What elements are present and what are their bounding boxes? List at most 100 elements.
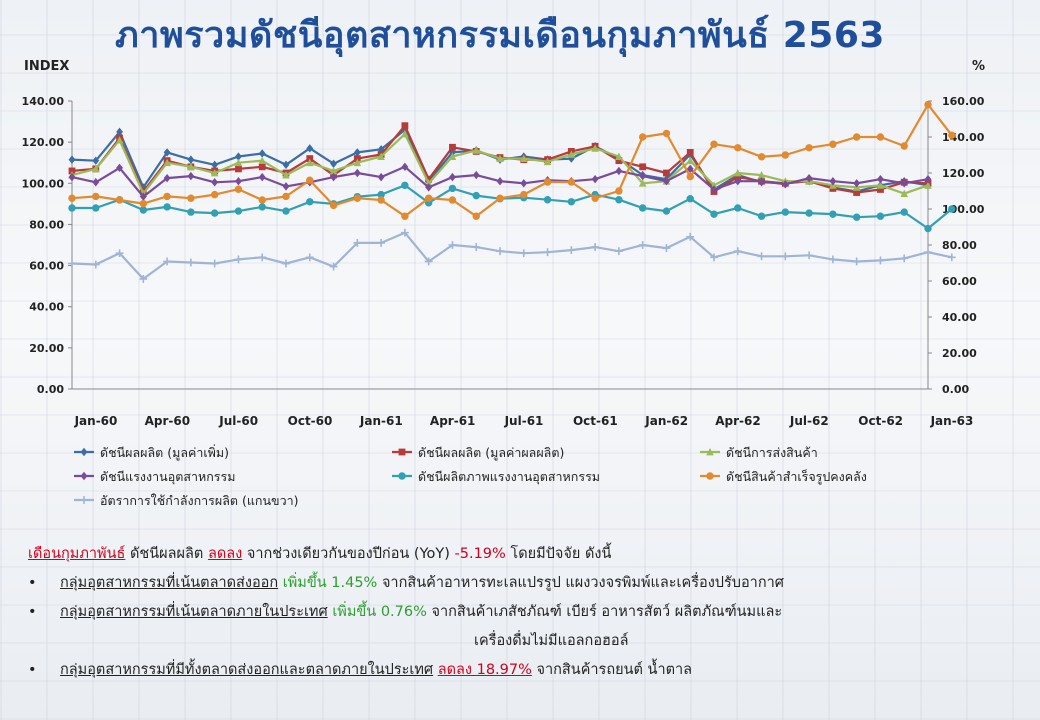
direction-label: ลดลง (207, 546, 243, 562)
data-point-s6 (948, 131, 956, 139)
data-point-s6 (377, 196, 385, 204)
data-point-s4 (235, 177, 242, 186)
data-point-s5 (924, 224, 932, 233)
legend-swatch-marker (80, 496, 88, 504)
data-point-s5 (472, 191, 480, 200)
data-point-s2 (663, 169, 670, 177)
data-point-s6 (496, 194, 504, 202)
legend-label: ดัชนีการส่งสินค้า (726, 445, 818, 460)
data-point-s2 (425, 175, 433, 183)
data-point-s7 (638, 241, 647, 249)
data-point-s6 (734, 144, 742, 152)
data-point-s5 (662, 207, 671, 215)
legend-swatch-marker (80, 447, 88, 457)
data-point-s7 (710, 253, 718, 262)
data-point-s5 (757, 212, 766, 220)
data-point-s6 (329, 201, 338, 210)
line-chart: INDEX % 0.00 20.00 40.00 60.00 80.00 100.00 120.… (22, 59, 985, 508)
data-point-s1 (187, 155, 195, 164)
data-point-s7 (424, 257, 433, 266)
data-point-s7 (591, 243, 600, 251)
data-point-s4 (116, 163, 123, 173)
data-point-s4 (472, 170, 480, 180)
data-point-s2 (401, 122, 409, 130)
data-point-s4 (92, 178, 100, 187)
data-point-s3 (686, 156, 695, 165)
left-tick-label: 120.00 (22, 136, 65, 149)
data-point-s3 (496, 154, 504, 162)
left-tick-label: 60.00 (29, 260, 64, 273)
data-point-s2 (235, 165, 242, 173)
data-point-s5 (615, 196, 623, 204)
data-point-s5 (567, 198, 576, 206)
data-point-s6 (900, 142, 908, 150)
data-point-s2 (639, 163, 647, 171)
data-point-s6 (115, 196, 124, 204)
data-point-s4 (686, 164, 694, 174)
data-point-s4 (449, 172, 456, 182)
legend-swatch-marker (398, 472, 406, 480)
left-axis-title: INDEX (24, 59, 69, 74)
data-point-s6 (92, 192, 100, 201)
data-point-s5 (448, 184, 457, 193)
bullet-export-group: กลุ่มอุตสาหกรรมที่เน้นตลาดส่งออก (60, 575, 279, 591)
data-point-s6 (306, 176, 314, 184)
data-point-s5 (401, 181, 409, 190)
data-point-s4 (496, 177, 504, 186)
data-point-s7 (329, 262, 338, 271)
x-tick-label: Apr-60 (145, 414, 190, 428)
bullet-mixed: • กลุ่มอุตสาหกรรมที่มีทั้งตลาดส่งออกและตล… (28, 656, 1018, 685)
data-point-s6 (686, 172, 694, 181)
left-tick-label: 40.00 (29, 301, 64, 314)
data-point-s6 (781, 151, 790, 159)
data-point-s5 (92, 204, 100, 212)
data-point-s4 (139, 192, 147, 201)
bullet-export-text: จากสินค้าอาหารทะเลแปรรูป แผงวงจรพิมพ์และ… (381, 575, 784, 591)
data-point-s4 (163, 173, 171, 183)
x-tick-label: Apr-62 (715, 414, 760, 428)
data-point-s7 (757, 252, 766, 261)
x-tick-label: Jul-60 (218, 414, 258, 428)
data-point-s4 (663, 177, 670, 186)
summary-line: เดือนกุมภาพันธ์ ดัชนีผลผลิต ลดลง จากช่วง… (28, 540, 1018, 569)
legend-label: ดัชนีสินค้าสำเร็จรูปคงคลัง (726, 469, 867, 485)
right-tick-label: 0.00 (942, 383, 969, 396)
data-point-s5 (781, 208, 790, 216)
legend-swatch-marker (706, 472, 714, 480)
data-point-s2 (877, 186, 884, 193)
data-point-s1 (68, 155, 76, 164)
right-tick-label: 140.00 (942, 131, 985, 144)
summary-text-1: ดัชนีผลผลิต (125, 546, 208, 562)
bullet-domestic-text-cont: เครื่องดื่มไม่มีแอลกอฮอล์ (474, 633, 629, 649)
bullet-domestic-continued: เครื่องดื่มไม่มีแอลกอฮอล์ (28, 627, 1018, 656)
data-point-s7 (68, 259, 76, 268)
data-point-s1 (163, 148, 171, 157)
data-point-s4 (710, 185, 718, 194)
legend-label: ดัชนีแรงงานอุตสาหกรรม (100, 469, 235, 485)
right-tick-label: 80.00 (942, 239, 977, 252)
data-point-s6 (829, 140, 837, 148)
data-point-s2 (449, 143, 456, 151)
bullet-domestic-change: เพิ่มขึ้น 0.76% (332, 604, 427, 620)
data-point-s3 (567, 150, 576, 158)
data-point-s7 (139, 275, 148, 283)
data-point-s2 (353, 155, 361, 162)
data-point-s4 (211, 178, 219, 187)
bullet-glyph: • (28, 662, 37, 678)
data-point-s6 (757, 153, 766, 161)
right-tick-label: 20.00 (942, 347, 977, 360)
data-point-s5 (948, 205, 956, 213)
right-tick-label: 160.00 (942, 95, 985, 108)
left-tick-label: 0.00 (37, 383, 64, 396)
data-point-s4 (520, 179, 528, 188)
data-point-s4 (68, 172, 76, 182)
data-point-s5 (210, 209, 219, 217)
right-tick-label: 60.00 (942, 275, 977, 288)
data-point-s5 (377, 190, 385, 199)
bullet-domestic-text: จากสินค้าเภสัชภัณฑ์ เบียร์ อาหารสัตว์ ผล… (431, 604, 783, 620)
data-point-s6 (638, 133, 647, 141)
data-point-s1 (211, 160, 219, 169)
data-point-s1 (235, 152, 242, 161)
data-point-s5 (900, 208, 908, 216)
